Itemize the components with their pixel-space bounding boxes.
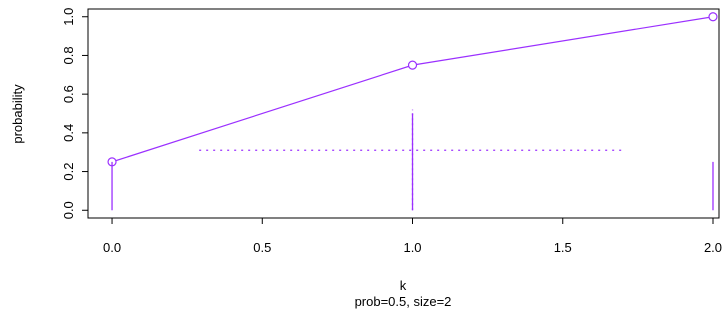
plot-frame [87,8,720,219]
x-tick-label: 1.0 [403,240,421,255]
y-tick-label: 1.0 [61,8,76,26]
x-tick-label: 2.0 [704,240,722,255]
subtitle: prob=0.5, size=2 [355,294,452,309]
y-axis-label: probability [10,84,25,144]
x-tick-label: 1.5 [554,240,572,255]
cumulative-point [407,60,418,70]
y-tick-label: 0.4 [61,124,76,142]
x-tick-label: 0.5 [253,240,271,255]
x-axis-label: k [400,278,407,293]
y-tick-label: 0.0 [61,201,76,219]
y-tick-label: 0.2 [61,163,76,181]
x-tick-label: 0.0 [103,240,121,255]
cumulative-point [708,12,718,22]
y-tick-label: 0.8 [61,46,76,64]
y-tick-label: 0.6 [61,85,76,103]
